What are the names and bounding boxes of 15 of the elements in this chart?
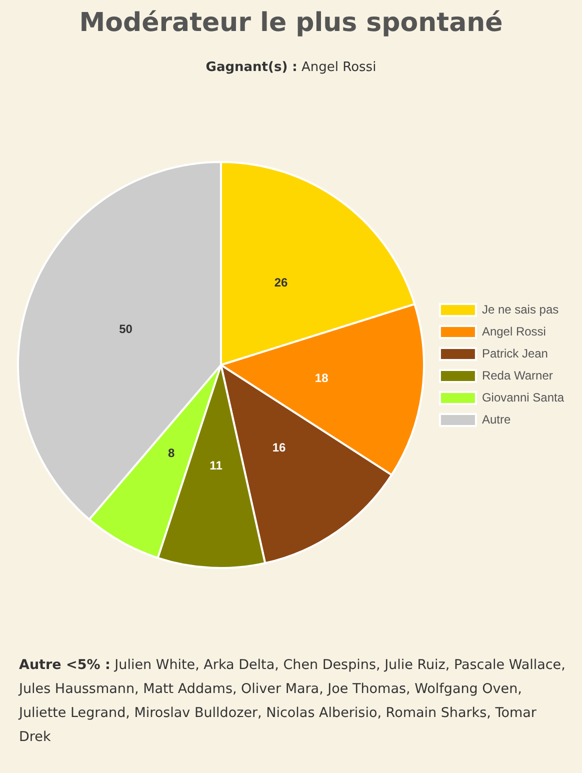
legend-label: Je ne sais pas	[482, 302, 559, 316]
legend-label: Giovanni Santa	[482, 390, 564, 404]
text: Autre <5% : Julien White, Arka Delta, Chen Despins, Julie Ruiz, Pascale Wallace, Jules Haussmann, Matt Addams, Oliver Mara, Joe Thomas, Wolfgang Oven, Juliette Legrand, Miroslav Bulldozer, Nicolas Alberisio, Romain Sharks, Tomar Drek	[19, 657, 566, 745]
chart-subtitle: Gagnant(s) : Angel Rossi	[206, 60, 376, 75]
legend-label: Reda Warner	[482, 368, 553, 382]
data-label: 18	[314, 370, 329, 385]
legend-label: Patrick Jean	[482, 346, 548, 360]
data-label: 16	[272, 440, 286, 455]
data-label: 26	[274, 275, 288, 290]
data-label: 11	[210, 458, 223, 473]
data-label: 50	[119, 322, 133, 336]
chart-title: Modérateur le plus spontané	[78, 8, 504, 38]
data-label: 8	[168, 446, 175, 460]
legend-label: Angel Rossi	[482, 324, 546, 338]
legend-label: Autre	[482, 412, 511, 426]
